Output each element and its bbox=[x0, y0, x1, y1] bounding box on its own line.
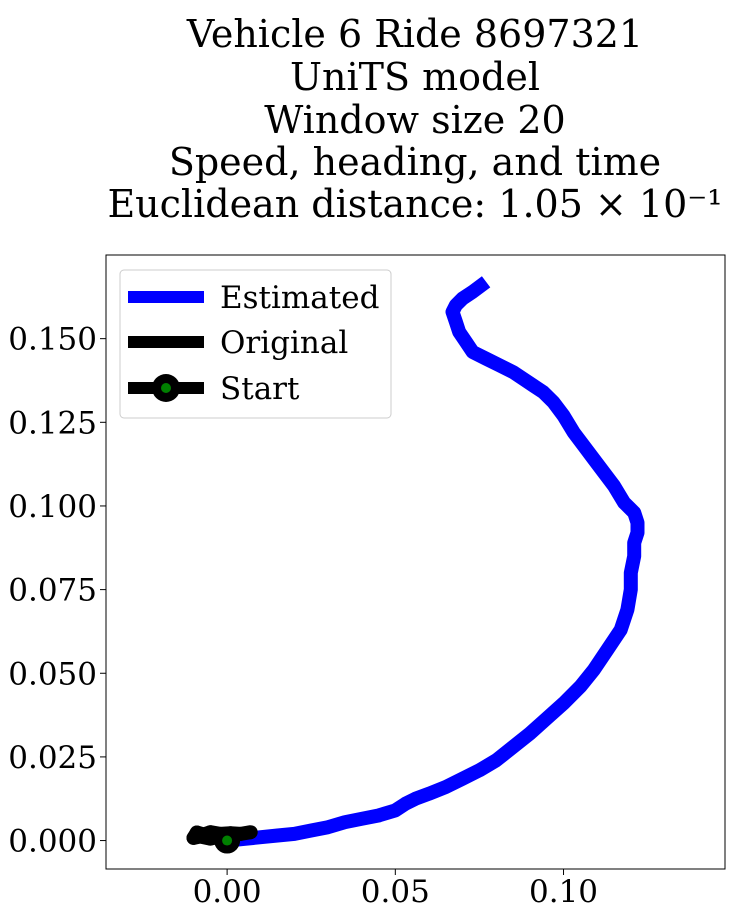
series-estimated-line bbox=[226, 276, 645, 848]
y-tick-label: 0.075 bbox=[8, 573, 97, 609]
y-tick-label: 0.100 bbox=[8, 489, 97, 525]
legend-label-start: Start bbox=[220, 371, 300, 407]
start-marker-inner bbox=[222, 835, 233, 846]
series-layer bbox=[186, 276, 645, 854]
legend-box bbox=[119, 269, 392, 419]
x-tick-label: 0.10 bbox=[529, 874, 598, 910]
legend: Estimated Original Start bbox=[119, 269, 392, 419]
legend-label-estimated: Estimated bbox=[220, 280, 379, 316]
legend-label-original: Original bbox=[220, 325, 348, 361]
x-tick-label: 0.00 bbox=[193, 874, 262, 910]
x-tick-label: 0.05 bbox=[361, 874, 430, 910]
plot-frame bbox=[105, 254, 726, 870]
title-line-1: Vehicle 6 Ride 8697321 bbox=[186, 12, 643, 56]
axes: 0.00 0.05 0.10 0.000 0.025 0.050 0.075 0.100 0.1… bbox=[8, 254, 726, 910]
y-tick-label: 0.025 bbox=[8, 740, 97, 776]
title-line-5: Euclidean distance: 1.05 × 10⁻¹ bbox=[107, 182, 722, 226]
legend-start-marker-inner bbox=[161, 383, 171, 393]
y-tick-label: 0.000 bbox=[8, 824, 97, 860]
y-tick-label: 0.050 bbox=[8, 656, 97, 692]
title-line-2: UniTS model bbox=[290, 55, 540, 99]
title-line-4: Speed, heading, and time bbox=[169, 140, 661, 184]
y-tick-label: 0.125 bbox=[8, 405, 97, 441]
y-tick-label: 0.150 bbox=[8, 322, 97, 358]
title-line-3: Window size 20 bbox=[264, 98, 565, 142]
